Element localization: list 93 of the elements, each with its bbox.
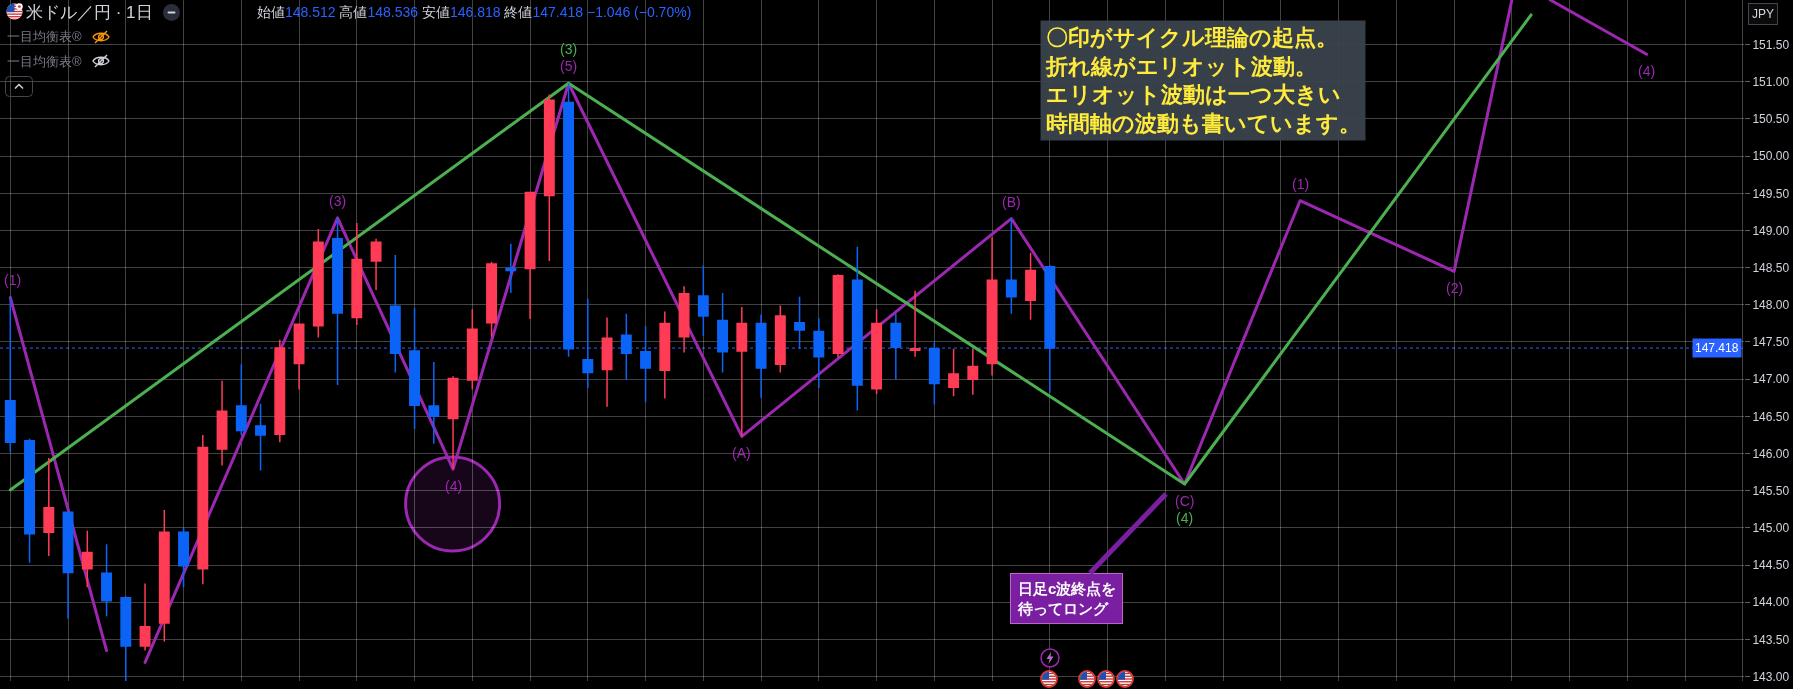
candlestick	[370, 237, 382, 291]
chart-title: 米ドル／円 · 1日	[26, 2, 153, 22]
y-tick-label: 151.00	[1752, 74, 1790, 89]
y-tick-label: 146.50	[1752, 409, 1790, 424]
candlestick	[909, 289, 921, 358]
candlestick	[543, 93, 555, 262]
candlestick	[678, 285, 690, 354]
y-tick-label: 147.00	[1752, 372, 1790, 387]
candlestick	[851, 246, 863, 412]
candlestick	[178, 527, 190, 589]
candlestick	[120, 595, 132, 681]
candlestick	[197, 434, 209, 586]
candlestick	[736, 306, 748, 438]
text: 始値148.512 高値148.536 安値146.818 終値147.418 −1.046 (−0.70%)	[257, 4, 692, 20]
candlestick	[62, 510, 74, 620]
candlestick	[1025, 252, 1037, 321]
candlestick	[640, 325, 652, 403]
annotation: 日足c波終点を待ってロング	[1017, 580, 1117, 617]
candlestick	[774, 304, 786, 374]
candlestick	[697, 264, 709, 337]
y-tick-label: 147.50	[1752, 335, 1790, 350]
y-axis-title: JPY	[1752, 7, 1775, 21]
candlestick	[255, 402, 267, 472]
candlestick	[967, 347, 979, 396]
candlestick	[832, 273, 844, 359]
y-tick-label: 145.50	[1752, 483, 1790, 498]
candlestick	[601, 316, 613, 408]
ref-line-label: 147.418	[1695, 341, 1739, 355]
annotation: (5)	[560, 58, 578, 74]
candlestick	[312, 228, 324, 339]
candlestick	[486, 260, 498, 338]
candlestick	[794, 295, 806, 350]
candlestick	[466, 308, 478, 391]
candlestick	[582, 298, 594, 389]
y-tick-label: 146.00	[1752, 446, 1790, 461]
annotation: 一目均衡表®	[7, 54, 82, 69]
y-tick-label: 148.00	[1752, 298, 1790, 313]
annotation: (1)	[1292, 176, 1310, 192]
annotation: (3)	[560, 41, 578, 57]
candlestick	[1044, 264, 1056, 394]
y-tick-label: 149.50	[1752, 186, 1790, 201]
candlestick	[409, 307, 421, 430]
candlestick	[948, 347, 960, 398]
candlestick	[505, 243, 517, 294]
candlestick	[717, 292, 729, 374]
annotation: (2)	[1446, 280, 1464, 296]
y-tick-label: 145.00	[1752, 521, 1790, 536]
annotation: 一目均衡表®	[7, 29, 82, 44]
y-tick-label: 144.50	[1752, 558, 1790, 573]
candlestick	[524, 191, 536, 320]
y-tick-label: 148.50	[1752, 260, 1790, 275]
candlestick	[986, 236, 998, 377]
candlestick	[4, 296, 16, 453]
candlestick	[216, 379, 228, 467]
candlestick	[43, 457, 55, 557]
candlestick	[81, 530, 93, 589]
annotation: (1)	[4, 272, 22, 288]
candlestick	[332, 217, 344, 386]
candlestick	[428, 361, 440, 445]
candlestick	[871, 308, 883, 395]
candlestick	[659, 310, 671, 400]
candlestick	[890, 312, 902, 380]
annotation: (3)	[329, 193, 347, 209]
annotation: (C)	[1175, 493, 1195, 509]
annotation: 〇印がサイクル理論の起点。折れ線がエリオット波動。エリオット波動は一つ大きい時間軸の波動も書いています。	[1045, 25, 1361, 136]
y-tick-label: 149.00	[1752, 223, 1790, 238]
candlestick	[139, 582, 151, 652]
candlestick	[235, 363, 247, 436]
candlestick	[293, 322, 305, 391]
annotation: (B)	[1002, 194, 1021, 210]
candlestick	[158, 509, 170, 643]
y-tick-label: 143.50	[1752, 632, 1790, 647]
annotation: (A)	[732, 445, 751, 461]
candlestick	[24, 437, 36, 564]
candlestick	[928, 341, 940, 406]
candlestick	[813, 317, 825, 389]
y-tick-label: 144.00	[1752, 595, 1790, 610]
candlestick	[1005, 217, 1017, 315]
annotation: (4)	[1638, 63, 1656, 79]
candlestick	[620, 312, 632, 381]
y-tick-label: 150.50	[1752, 112, 1790, 127]
annotation: (4)	[445, 478, 463, 494]
annotation: (4)	[1176, 510, 1194, 526]
candlestick	[755, 313, 767, 399]
candlestick	[101, 543, 113, 618]
candlestick	[274, 339, 286, 444]
candlestick	[389, 254, 401, 374]
candlestick	[563, 82, 575, 358]
candlestick	[351, 222, 363, 326]
y-tick-label: 143.00	[1752, 669, 1790, 684]
candlestick	[447, 375, 459, 470]
y-tick-label: 150.00	[1752, 149, 1790, 164]
y-tick-label: 151.50	[1752, 37, 1790, 52]
